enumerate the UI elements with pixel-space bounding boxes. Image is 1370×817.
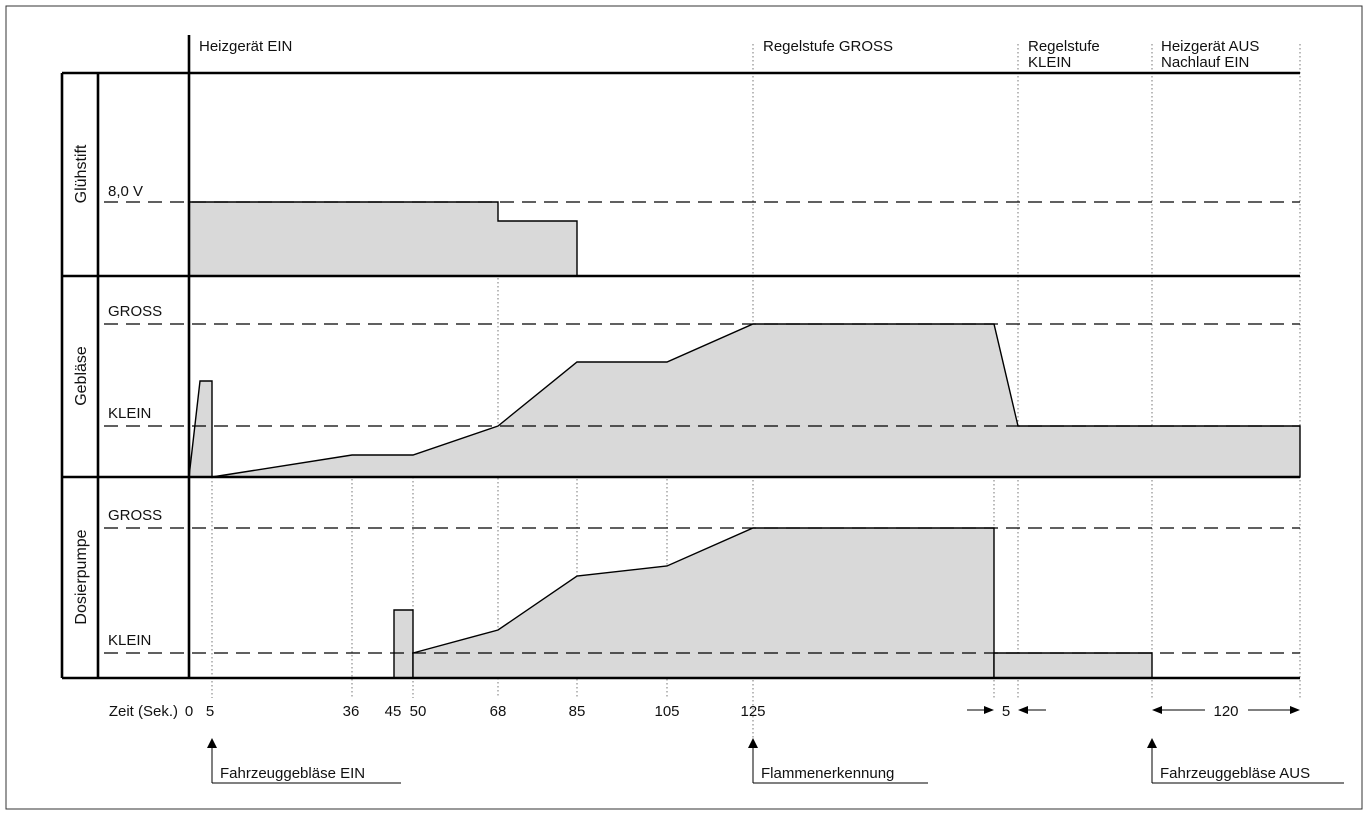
tick-105: 105: [654, 703, 679, 720]
phase-label-regelstufe-klein-2: KLEIN: [1028, 54, 1071, 71]
tick-0: 0: [185, 703, 193, 720]
tick-125: 125: [740, 703, 765, 720]
dosierpumpe-start-pulse: [393, 609, 414, 679]
phase-label-heizgeraet-ein: Heizgerät EIN: [199, 38, 292, 55]
outer-frame: [5, 5, 1363, 810]
level-label-8v: 8,0 V: [108, 183, 143, 200]
event-fahrzeuggeblaese-ein: Fahrzeuggebläse EIN: [207, 738, 401, 784]
row-title-geblaese: Gebläse: [73, 346, 90, 406]
geblaese-signal: [211, 323, 1301, 478]
tick-5-afterrun: 5: [1002, 703, 1010, 720]
phase-label-nachlauf-ein: Nachlauf EIN: [1161, 54, 1249, 71]
row-title-gluehstift: Glühstift: [73, 144, 90, 203]
level-label-geblaese-klein: KLEIN: [108, 405, 151, 422]
time-axis-label: Zeit (Sek.): [109, 703, 178, 720]
tick-50: 50: [410, 703, 427, 720]
event-label-fahrzeuggeblaese-aus: Fahrzeuggebläse AUS: [1160, 765, 1310, 782]
phase-label-heizgeraet-aus: Heizgerät AUS: [1161, 38, 1259, 55]
event-label-fahrzeuggeblaese-ein: Fahrzeuggebläse EIN: [220, 765, 365, 782]
phase-label-regelstufe-klein: Regelstufe: [1028, 38, 1100, 55]
row-title-dosierpumpe: Dosierpumpe: [73, 529, 90, 624]
level-label-geblaese-gross: GROSS: [108, 303, 162, 320]
dosierpumpe-signal: [412, 527, 995, 679]
tick-85: 85: [569, 703, 586, 720]
geblaese-start-spike: [188, 380, 213, 478]
duration-arrows: [967, 706, 1300, 714]
event-fahrzeuggeblaese-aus: Fahrzeuggebläse AUS: [1147, 738, 1344, 784]
event-flammenerkennung: Flammenerkennung: [748, 738, 928, 784]
tick-120: 120: [1213, 703, 1238, 720]
tick-45: 45: [385, 703, 402, 720]
tick-5: 5: [206, 703, 214, 720]
level-lines: [104, 201, 1300, 654]
level-label-dosierpumpe-klein: KLEIN: [108, 632, 151, 649]
tick-68: 68: [490, 703, 507, 720]
phase-label-regelstufe-gross: Regelstufe GROSS: [763, 38, 893, 55]
grid-lines: [60, 35, 1300, 680]
level-label-dosierpumpe-gross: GROSS: [108, 507, 162, 524]
event-label-flammenerkennung: Flammenerkennung: [761, 765, 894, 782]
gluehstift-signal: [188, 201, 578, 277]
tick-36: 36: [343, 703, 360, 720]
dosierpumpe-nachlauf: [993, 652, 1153, 679]
